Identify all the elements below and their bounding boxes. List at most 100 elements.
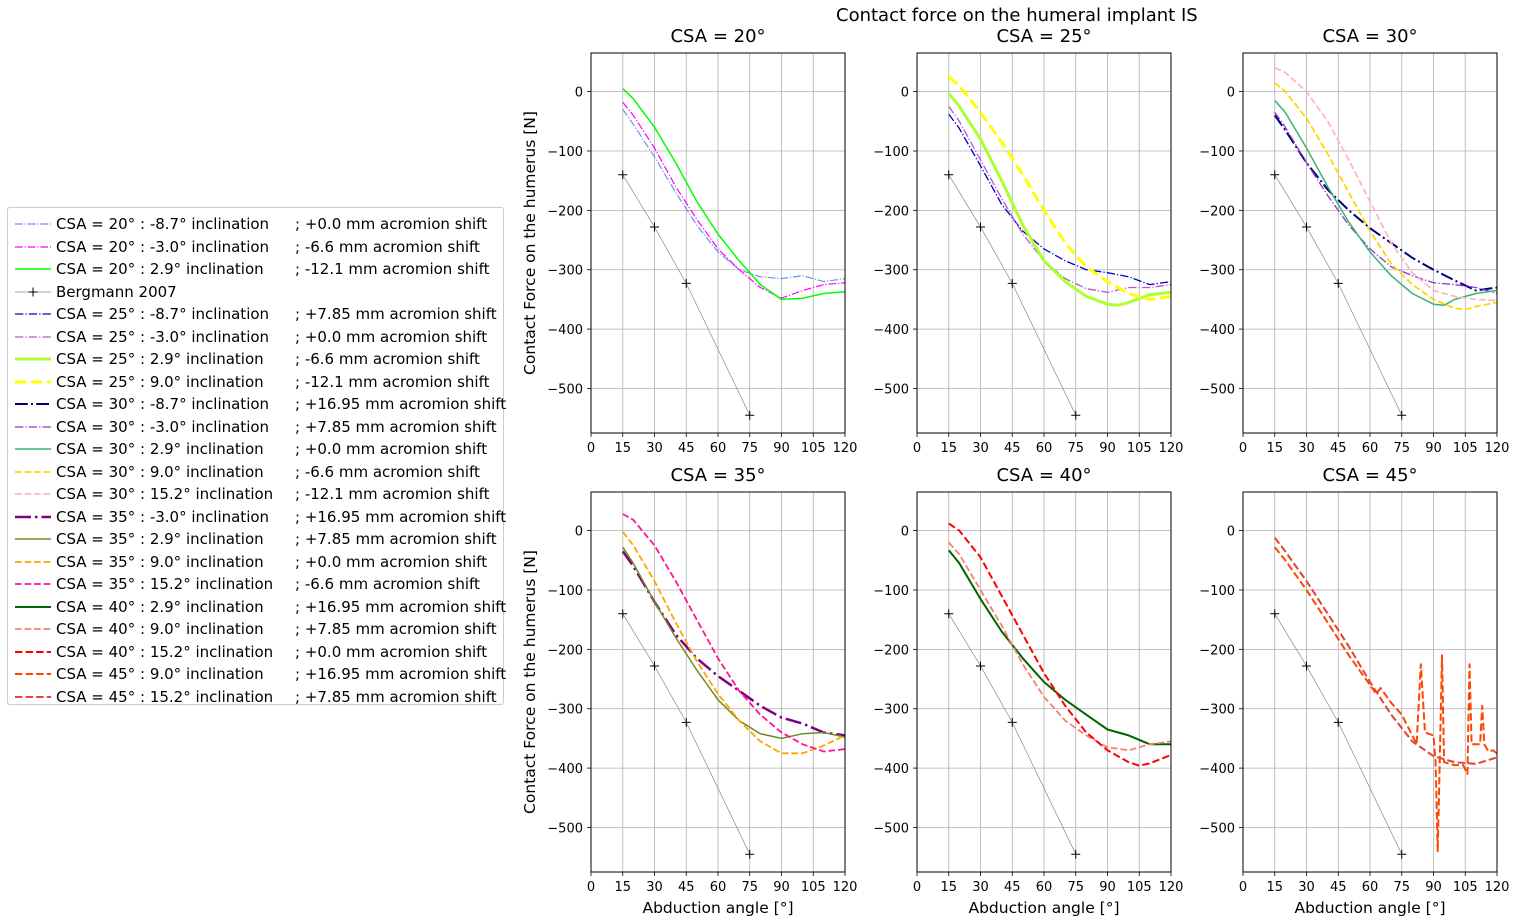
bergmann-marker (1397, 410, 1407, 420)
y-tick-label: −400 (547, 323, 583, 338)
y-tick-label: −500 (873, 382, 909, 397)
x-tick-label: 105 (801, 880, 826, 895)
legend-shift-label: ; +16.95 mm acromion shift (295, 665, 507, 683)
series-line-1 (948, 549, 1171, 746)
x-tick-label: 0 (587, 880, 595, 895)
y-tick-label: −400 (1199, 762, 1235, 777)
legend-label: CSA = 30° : 9.0° inclination (56, 462, 264, 481)
legend-shift-label: ; -6.6 mm acromion shift (295, 350, 480, 368)
legend-label: CSA = 25° : -8.7° inclination (56, 305, 270, 323)
legend-entry: CSA = 25° : 2.9° inclination ; -6.6 mm ac… (8, 348, 503, 371)
y-tick-label: −100 (1199, 145, 1235, 160)
x-tick-label: 45 (1330, 441, 1347, 456)
legend-shift-label: ; +16.95 mm acromion shift (295, 597, 507, 616)
x-tick-label: 60 (710, 441, 727, 456)
y-tick-label: −200 (873, 204, 909, 219)
bergmann-marker (944, 170, 954, 180)
legend-swatch (15, 628, 51, 630)
panel-1: 0 15 30 45 60 75 90 105 120 0 −100 −200 −300 −400 −500… (521, 26, 857, 456)
legend-label: CSA = 35° : -3.0° inclination (56, 507, 270, 526)
x-tick-label: 30 (972, 441, 989, 456)
legend-label: CSA = 35° : 9.0° inclination (56, 552, 264, 571)
x-tick-label: 15 (1266, 880, 1283, 895)
legend-swatch (15, 538, 51, 540)
x-tick-label: 60 (1362, 880, 1379, 895)
y-tick-label: −400 (873, 323, 909, 338)
panel-title: CSA = 35° (670, 465, 765, 486)
series-line-3 (948, 522, 1171, 767)
legend-swatch (15, 335, 51, 338)
plot-area (1270, 537, 1497, 859)
bergmann-marker (1333, 717, 1343, 727)
bergmann-marker (1333, 278, 1343, 288)
x-tick-label: 60 (1036, 880, 1053, 895)
legend-shift-label: ; +0.0 mm acromion shift (295, 327, 488, 346)
x-tick-label: 0 (1239, 880, 1247, 895)
x-tick-label: 0 (1239, 441, 1247, 456)
plot-area (944, 522, 1171, 859)
x-tick-label: 105 (1127, 441, 1152, 456)
legend-label: CSA = 25° : 2.9° inclination (56, 350, 264, 368)
y-tick-label: −100 (547, 145, 583, 160)
legend-label: CSA = 40° : 2.9° inclination (56, 597, 264, 616)
series-bergmann-2007 (1274, 613, 1403, 855)
bergmann-marker (681, 717, 691, 727)
x-tick-label: 45 (678, 880, 695, 895)
plot-area (618, 513, 845, 859)
y-tick-label: −400 (873, 762, 909, 777)
series-line-5 (1274, 66, 1497, 302)
legend-entry: Bergmann 2007 (8, 281, 503, 304)
x-tick-label: 0 (913, 880, 921, 895)
series-line-4 (622, 513, 845, 753)
legend-shift-label: ; -12.1 mm acromion shift (295, 260, 490, 278)
x-tick-label: 75 (1393, 441, 1410, 456)
series-line-2 (948, 106, 1171, 293)
legend-entry: CSA = 25° : -8.7° inclination ; +7.85 mm … (8, 303, 503, 326)
x-tick-label: 45 (678, 441, 695, 456)
series-line-3 (622, 88, 845, 301)
y-tick-label: −500 (547, 821, 583, 836)
y-tick-label: −500 (873, 821, 909, 836)
bergmann-marker (1071, 410, 1081, 420)
series-line-3 (622, 531, 845, 755)
legend-entry: CSA = 40° : 15.2° inclination ; +0.0 mm a… (8, 641, 503, 664)
x-tick-label: 30 (646, 880, 663, 895)
panel-2: 0 15 30 45 60 75 90 105 120 0 −100 −200 −300 −400 −500… (873, 26, 1183, 456)
panel-6: 0 15 30 45 60 75 90 105 120 0 −100 −200 −300 −400 −500… (1199, 465, 1509, 917)
x-tick-label: 30 (1298, 880, 1315, 895)
y-tick-label: −300 (873, 703, 909, 718)
legend-swatch (15, 470, 51, 473)
legend-label: CSA = 40° : 15.2° inclination (56, 642, 274, 661)
bergmann-marker (618, 609, 628, 619)
legend-shift-label: ; +7.85 mm acromion shift (295, 530, 497, 548)
x-tick-label: 60 (1036, 441, 1053, 456)
legend-shift-label: ; +7.85 mm acromion shift (295, 305, 497, 323)
x-tick-label: 15 (1266, 441, 1283, 456)
legend-swatch (15, 448, 51, 450)
series-line-3 (947, 92, 1171, 307)
legend-entry: CSA = 25° : -3.0° inclination ; +0.0 mm a… (8, 326, 503, 349)
x-tick-label: 120 (1159, 441, 1184, 456)
bergmann-marker (681, 278, 691, 288)
y-tick-label: −300 (873, 264, 909, 279)
legend-label: CSA = 35° : 15.2° inclination (56, 575, 274, 593)
x-tick-label: 120 (833, 880, 858, 895)
y-tick-label: −300 (1199, 703, 1235, 718)
y-tick-label: −500 (1199, 821, 1235, 836)
legend-swatch (15, 245, 51, 248)
legend-shift-label: ; +7.85 mm acromion shift (295, 687, 497, 706)
legend-label: Bergmann 2007 (56, 282, 177, 301)
y-tick-label: −500 (547, 382, 583, 397)
bergmann-marker (1397, 849, 1407, 859)
x-tick-label: 105 (1453, 441, 1478, 456)
legend-entry: CSA = 20° : 2.9° inclination ; -12.1 mm a… (8, 258, 503, 281)
legend-entry: CSA = 40° : 9.0° inclination ; +7.85 mm a… (8, 618, 503, 641)
y-tick-label: −100 (873, 584, 909, 599)
y-tick-label: −500 (1199, 382, 1235, 397)
x-tick-label: 120 (1159, 880, 1184, 895)
x-axis-label: Abduction angle [°] (1294, 899, 1445, 917)
legend-entry: CSA = 20° : -8.7° inclination ; +0.0 mm a… (8, 213, 503, 236)
legend-shift-label: ; -6.6 mm acromion shift (295, 575, 480, 593)
legend-label: CSA = 25° : -3.0° inclination (56, 327, 270, 346)
